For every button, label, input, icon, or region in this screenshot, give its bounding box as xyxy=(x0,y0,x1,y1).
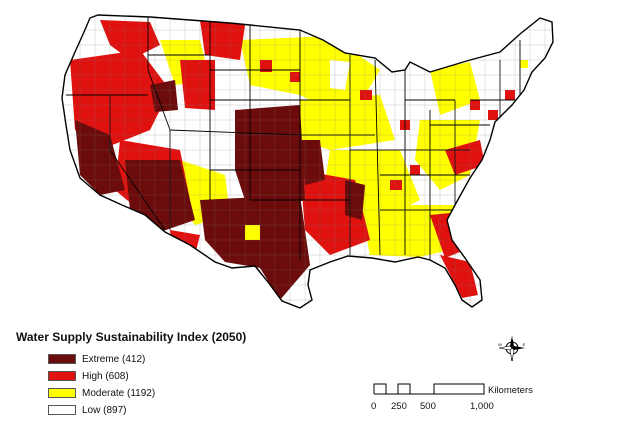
legend-swatch-moderate xyxy=(48,388,76,398)
legend: Water Supply Sustainability Index (2050) xyxy=(16,330,246,351)
scale-unit-label: Kilometers xyxy=(488,385,533,396)
legend-label-extreme: Extreme (412) xyxy=(82,353,146,365)
legend-swatch-high xyxy=(48,371,76,381)
compass-e: E xyxy=(523,342,526,347)
us-county-map xyxy=(61,14,554,309)
scale-tick-250: 250 xyxy=(391,401,407,412)
compass-w: W xyxy=(498,342,502,347)
scale-tick-1000: 1,000 xyxy=(470,401,494,412)
legend-label-low: Low (897) xyxy=(82,404,127,416)
compass-n: N xyxy=(511,335,514,340)
legend-item-moderate: Moderate (1192) xyxy=(48,386,155,400)
legend-item-extreme: Extreme (412) xyxy=(48,352,145,366)
legend-swatch-extreme xyxy=(48,354,76,364)
legend-label-high: High (608) xyxy=(82,370,129,382)
legend-item-high: High (608) xyxy=(48,369,129,383)
legend-title: Water Supply Sustainability Index (2050) xyxy=(16,330,247,344)
legend-item-low: Low (897) xyxy=(48,403,126,417)
scale-bar xyxy=(373,383,485,395)
scale-tick-0: 0 xyxy=(371,401,377,412)
north-arrow-compass-icon: N S E W xyxy=(498,335,526,362)
scale-tick-500: 500 xyxy=(420,401,436,412)
legend-label-moderate: Moderate (1192) xyxy=(82,387,156,399)
compass-s: S xyxy=(511,357,514,362)
legend-swatch-low xyxy=(48,405,76,415)
